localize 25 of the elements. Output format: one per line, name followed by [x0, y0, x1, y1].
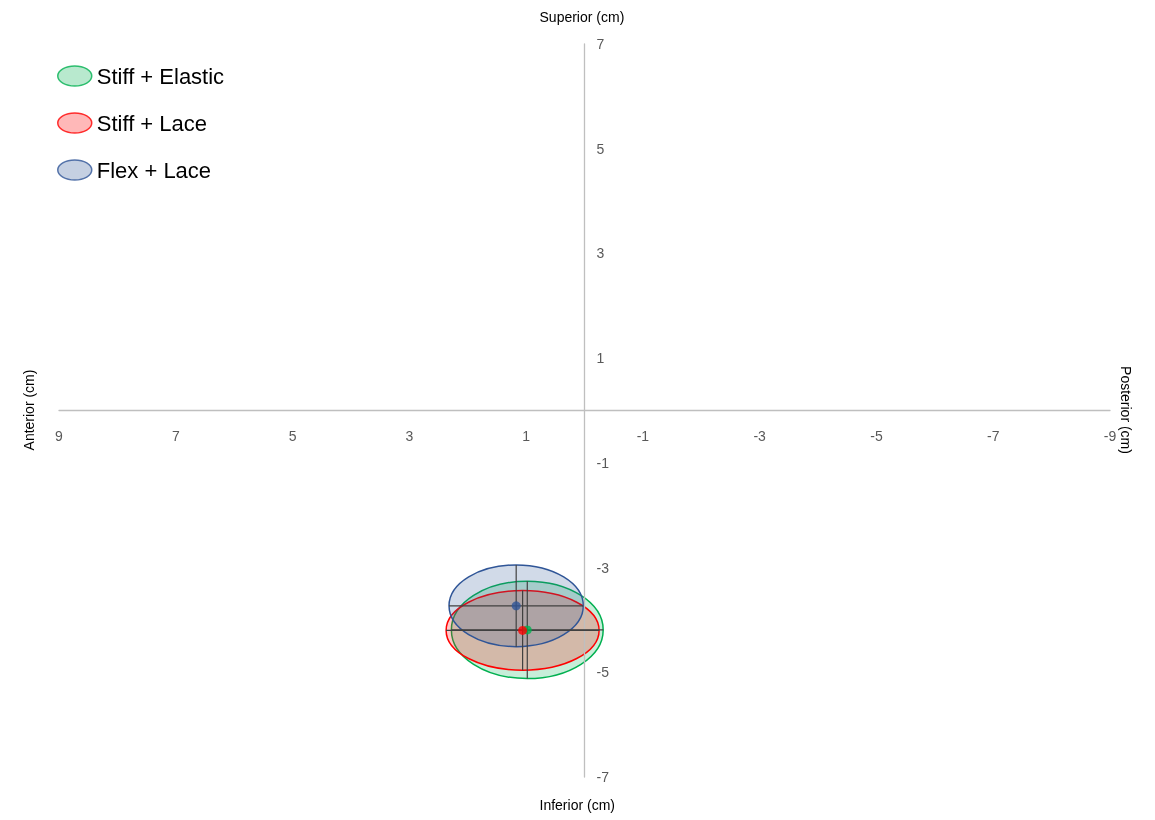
text: Anterior (cm): [21, 369, 37, 451]
x-tick-label: -1: [636, 427, 650, 444]
x-tick-label: 1: [522, 427, 531, 444]
y-tick-label: -1: [596, 454, 610, 471]
x-tick-label: 7: [171, 427, 180, 444]
x-tick-label: -7: [987, 427, 1000, 444]
text: Posterior (cm): [1118, 366, 1134, 454]
legend-label: Flex + Lace: [96, 157, 212, 183]
x-tick-label: 9: [55, 427, 64, 444]
y-tick-label: 3: [596, 245, 605, 262]
legend-label: Stiff + Lace: [96, 110, 208, 136]
x-tick-label: -9: [1103, 427, 1117, 444]
x-tick-label: 3: [405, 427, 414, 444]
y-tick-label: 5: [596, 140, 605, 157]
y-tick-label: -3: [596, 559, 610, 576]
y-tick-label: 1: [596, 350, 605, 367]
x-tick-label: 5: [288, 427, 297, 444]
x-tick-label: -3: [753, 427, 767, 444]
text: Inferior (cm): [539, 797, 615, 813]
y-tick-label: -7: [596, 769, 610, 785]
x-tick-label: -5: [870, 427, 883, 444]
legend-label: Stiff + Elastic: [96, 63, 225, 89]
y-tick-label: 7: [596, 36, 605, 52]
text: Superior (cm): [539, 9, 625, 25]
y-tick-label: -5: [596, 664, 610, 681]
